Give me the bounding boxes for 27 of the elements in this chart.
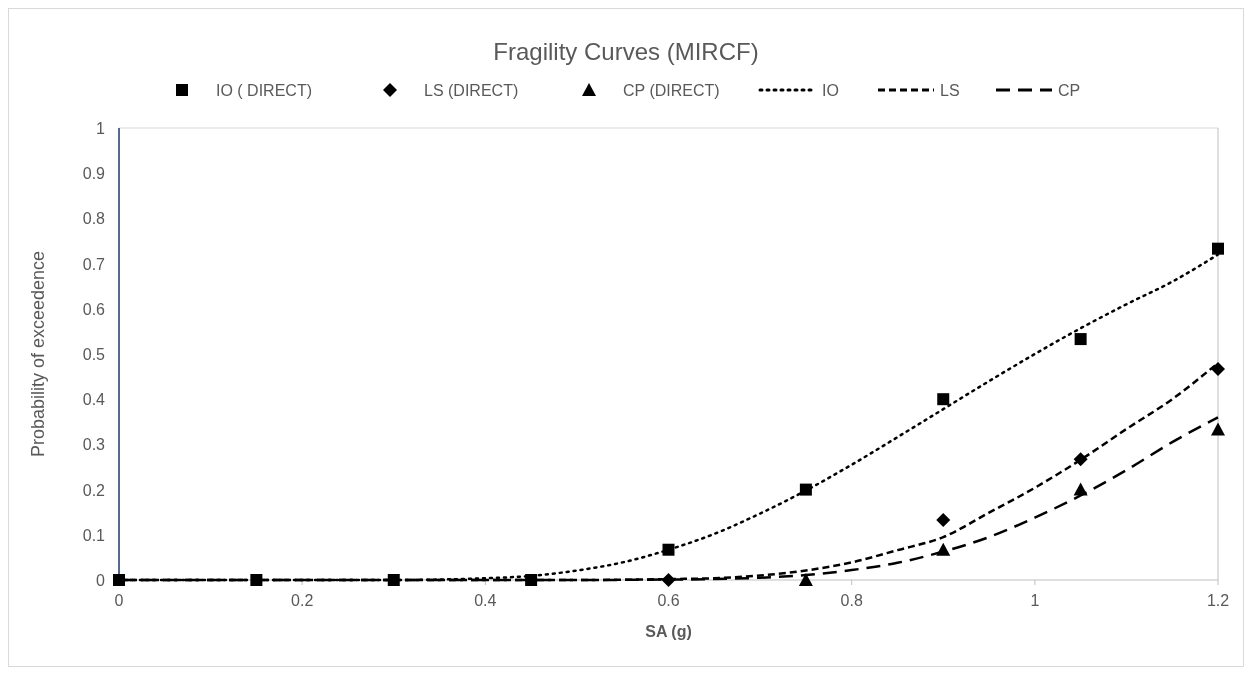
legend-label: IO ( DIRECT) xyxy=(216,82,312,99)
y-tick-label: 0.5 xyxy=(82,346,106,363)
y-tick-label: 1 xyxy=(96,120,106,137)
chart-title: Fragility Curves (MIRCF) xyxy=(493,38,759,65)
x-tick-label: 1 xyxy=(1030,592,1040,609)
legend-label: LS (DIRECT) xyxy=(424,82,519,99)
legend-label: CP xyxy=(1058,82,1081,99)
y-tick-label: 0.9 xyxy=(82,165,106,183)
legend-label: CP (DIRECT) xyxy=(623,82,720,99)
y-axis-title: Probability of exceedence xyxy=(28,250,48,458)
x-tick-label: 1.2 xyxy=(1206,592,1230,609)
y-tick-label: 0.8 xyxy=(82,210,106,228)
x-tick-label: 0 xyxy=(114,592,124,609)
legend-label: LS xyxy=(940,82,960,99)
y-tick-label: 0.1 xyxy=(82,526,106,544)
y-tick-label: 0.2 xyxy=(82,481,106,499)
y-tick-label: 0 xyxy=(96,572,106,589)
legend-label: IO xyxy=(822,82,839,99)
y-tick-label: 0.4 xyxy=(82,391,106,409)
x-tick-label: 0.4 xyxy=(474,592,497,609)
y-tick-label: 0.3 xyxy=(82,436,106,454)
x-axis-title: SA (g) xyxy=(645,623,692,640)
y-tick-label: 0.6 xyxy=(82,300,106,318)
x-tick-label: 0.6 xyxy=(657,592,680,609)
y-tick-label: 0.7 xyxy=(82,255,106,273)
x-tick-label: 0.8 xyxy=(840,592,863,609)
x-tick-label: 0.2 xyxy=(291,592,314,609)
